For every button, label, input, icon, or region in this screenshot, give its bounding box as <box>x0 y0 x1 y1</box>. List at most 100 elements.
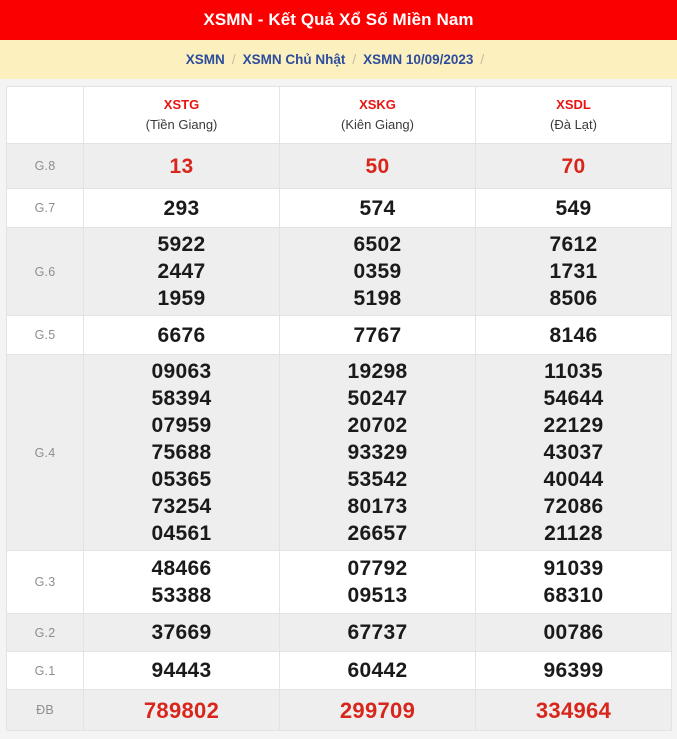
prize-number-cell: 299709 <box>279 689 476 731</box>
breadcrumb-link-2[interactable]: XSMN 10/09/2023 <box>363 51 474 67</box>
prize-number: 48466 <box>151 557 212 580</box>
results-table-container: XSTG (Tiền Giang) XSKG (Kiên Giang) XSDL (Đà … <box>0 79 677 739</box>
province-code: XSDL <box>556 97 591 112</box>
prize-number-cell: 09063 58394 07959 75688 05365 73254 04561 <box>83 354 280 551</box>
prize-number: 8146 <box>549 323 598 347</box>
column-header-xskg[interactable]: XSKG (Kiên Giang) <box>279 86 476 144</box>
prize-number: 1731 <box>549 260 598 283</box>
prize-number: 58394 <box>151 387 212 410</box>
prize-label: G.6 <box>6 227 84 316</box>
table-row: G.5 6676 7767 8146 <box>6 315 672 355</box>
prize-number-cell: 334964 <box>475 689 672 731</box>
prize-label: G.8 <box>6 143 84 189</box>
prize-number-cell: 7612 1731 8506 <box>475 227 672 316</box>
prize-number: 8506 <box>549 287 598 310</box>
prize-number: 60442 <box>347 659 408 682</box>
column-header-xsdl[interactable]: XSDL (Đà Lạt) <box>475 86 672 144</box>
prize-number-cell: 549 <box>475 188 672 228</box>
prize-number-cell: 6676 <box>83 315 280 355</box>
prize-label: G.7 <box>6 188 84 228</box>
column-header-xstg[interactable]: XSTG (Tiền Giang) <box>83 86 280 144</box>
prize-number: 04561 <box>151 522 212 545</box>
prize-number: 68310 <box>543 584 604 607</box>
prize-number-cell: 91039 68310 <box>475 550 672 614</box>
prize-number: 549 <box>555 196 592 220</box>
prize-number: 43037 <box>543 441 604 464</box>
prize-number-cell: 50 <box>279 143 476 189</box>
prize-number: 73254 <box>151 495 212 518</box>
prize-number: 5198 <box>353 287 402 310</box>
prize-number: 789802 <box>143 697 220 723</box>
prize-number: 94443 <box>151 659 212 682</box>
breadcrumb-link-0[interactable]: XSMN <box>185 51 225 67</box>
breadcrumb-separator: / <box>231 51 236 67</box>
table-row: G.7 293 574 549 <box>6 188 672 228</box>
prize-number: 11035 <box>544 360 603 383</box>
province-code: XSKG <box>359 97 396 112</box>
prize-number: 2447 <box>157 260 206 283</box>
breadcrumb: XSMN / XSMN Chủ Nhật / XSMN 10/09/2023 / <box>0 39 677 79</box>
prize-number: 13 <box>169 154 194 178</box>
province-name: (Đà Lạt) <box>550 117 597 132</box>
prize-number-cell: 96399 <box>475 651 672 690</box>
prize-number-cell: 6502 0359 5198 <box>279 227 476 316</box>
province-code: XSTG <box>163 97 200 112</box>
table-header-row: XSTG (Tiền Giang) XSKG (Kiên Giang) XSDL (Đà … <box>6 86 672 144</box>
prize-number: 1959 <box>157 287 206 310</box>
prize-number: 26657 <box>347 522 408 545</box>
prize-number: 67737 <box>347 621 408 644</box>
prize-label: G.4 <box>6 354 84 551</box>
prize-number-cell: 07792 09513 <box>279 550 476 614</box>
breadcrumb-link-1[interactable]: XSMN Chủ Nhật <box>242 51 346 67</box>
prize-number-cell: 67737 <box>279 613 476 652</box>
breadcrumb-separator: / <box>352 51 357 67</box>
prize-number: 299709 <box>339 697 416 723</box>
prize-number: 7612 <box>549 233 598 256</box>
prize-label: G.3 <box>6 550 84 614</box>
prize-number-cell: 60442 <box>279 651 476 690</box>
lottery-results-table: XSTG (Tiền Giang) XSKG (Kiên Giang) XSDL (Đà … <box>6 86 672 731</box>
prize-number: 574 <box>359 196 396 220</box>
prize-number: 09513 <box>347 584 408 607</box>
prize-number: 53388 <box>151 584 212 607</box>
table-row: G.1 94443 60442 96399 <box>6 651 672 690</box>
prize-number-cell: 7767 <box>279 315 476 355</box>
prize-number-cell: 789802 <box>83 689 280 731</box>
prize-number: 70 <box>561 154 586 178</box>
table-row: ĐB 789802 299709 334964 <box>6 689 672 731</box>
prize-number: 20702 <box>347 414 408 437</box>
prize-number: 5922 <box>157 233 206 256</box>
province-name: (Tiền Giang) <box>145 117 218 132</box>
table-corner-cell <box>6 86 84 144</box>
prize-label: G.2 <box>6 613 84 652</box>
page-title: XSMN - Kết Quả Xổ Số Miền Nam <box>203 9 474 29</box>
prize-number-cell: 574 <box>279 188 476 228</box>
prize-number-cell: 8146 <box>475 315 672 355</box>
prize-number: 75688 <box>151 441 212 464</box>
table-row: G.6 5922 2447 1959 6502 0359 5198 7612 1731 8506 <box>6 227 672 316</box>
prize-number: 50 <box>365 154 390 178</box>
prize-number-cell: 13 <box>83 143 280 189</box>
prize-number: 53542 <box>347 468 408 491</box>
table-row: G.8 13 50 70 <box>6 143 672 189</box>
prize-number: 00786 <box>543 621 604 644</box>
prize-number: 91039 <box>543 557 604 580</box>
prize-number-cell: 48466 53388 <box>83 550 280 614</box>
table-row: G.2 37669 67737 00786 <box>6 613 672 652</box>
prize-number: 07792 <box>347 557 408 580</box>
prize-number-cell: 94443 <box>83 651 280 690</box>
prize-number: 19298 <box>347 360 408 383</box>
prize-number-cell: 00786 <box>475 613 672 652</box>
prize-number: 293 <box>163 196 200 220</box>
prize-number-cell: 19298 50247 20702 93329 53542 80173 26657 <box>279 354 476 551</box>
table-row: G.3 48466 53388 07792 09513 91039 68310 <box>6 550 672 614</box>
prize-label: ĐB <box>6 689 84 731</box>
prize-number-cell: 293 <box>83 188 280 228</box>
prize-number: 80173 <box>347 495 408 518</box>
prize-number: 07959 <box>151 414 212 437</box>
prize-number: 05365 <box>151 468 212 491</box>
breadcrumb-separator: / <box>480 51 485 67</box>
prize-number: 72086 <box>543 495 604 518</box>
prize-number: 22129 <box>543 414 604 437</box>
